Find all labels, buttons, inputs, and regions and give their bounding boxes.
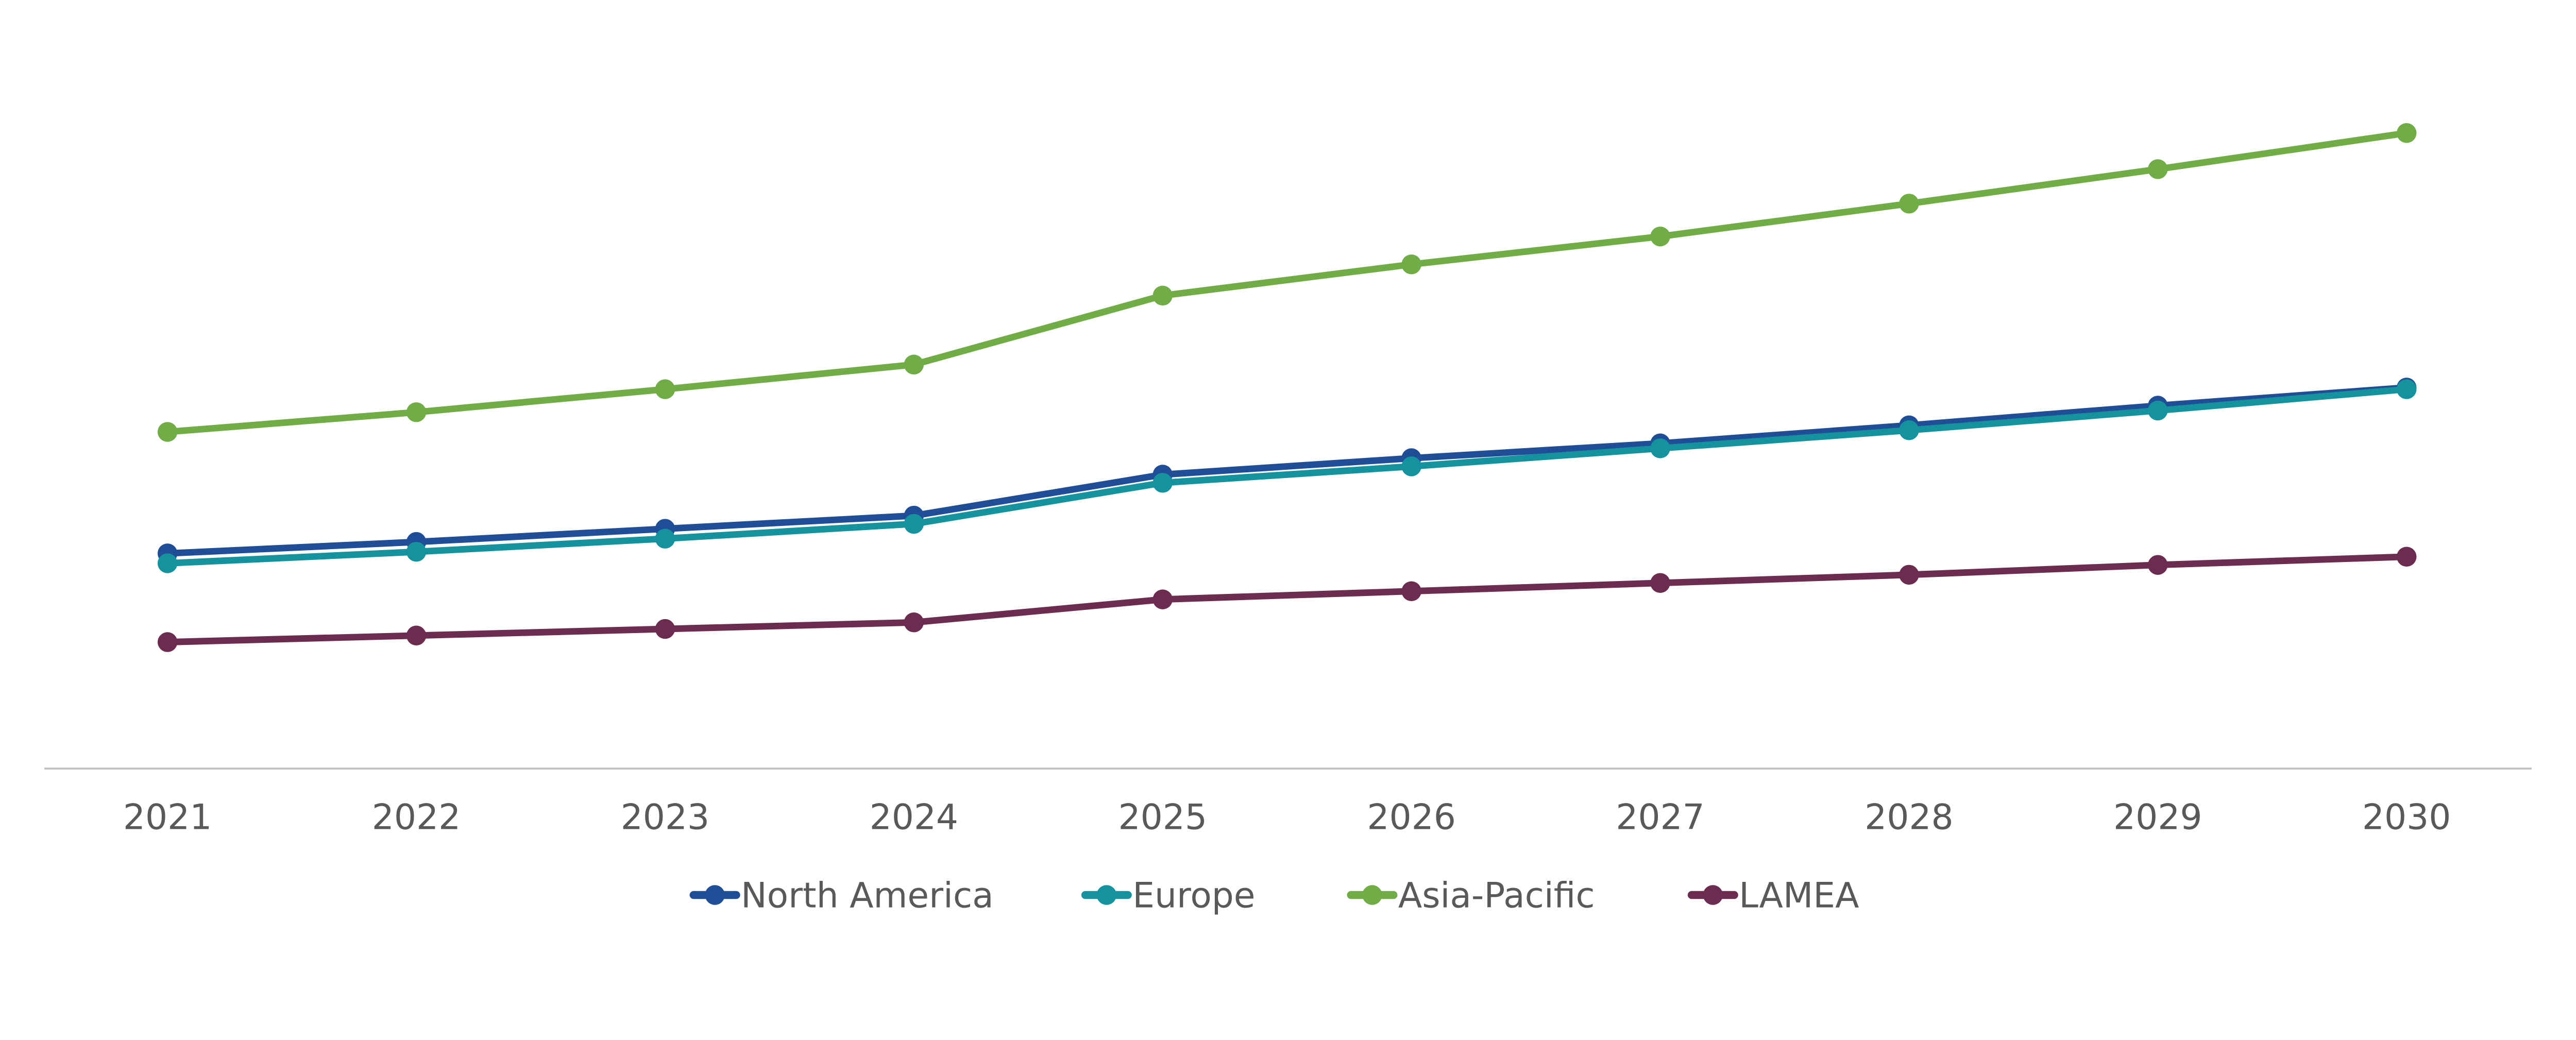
data-point-europe-2028	[1899, 420, 1919, 440]
data-point-asia-pacific-2025	[1153, 285, 1173, 306]
series-line-lamea	[164, 553, 2410, 645]
series-europe	[157, 379, 2417, 573]
data-point-asia-pacific-2022	[406, 402, 427, 422]
data-point-asia-pacific-2026	[1401, 254, 1421, 275]
data-point-lamea-2029	[2148, 555, 2168, 575]
x-tick-label: 2027	[1616, 796, 1704, 837]
legend-dot-marker	[1703, 885, 1723, 905]
legend-dot-marker	[1096, 885, 1117, 905]
data-point-asia-pacific-2029	[2148, 159, 2168, 179]
x-tick-labels: 2021 2022 2023 2024 2025 2026 2027 2028 2029 2030	[123, 796, 2451, 837]
series-line-europe	[164, 386, 2410, 567]
data-point-lamea-2021	[157, 632, 178, 652]
x-tick-label: 2030	[2362, 796, 2451, 837]
x-tick-label: 2025	[1118, 796, 1207, 837]
legend-item-lamea[interactable]: LAMEA	[1687, 875, 1859, 915]
x-tick-label: 2022	[372, 796, 461, 837]
legend-item-europe[interactable]: Europe	[1081, 875, 1256, 915]
x-tick-label: 2023	[621, 796, 709, 837]
data-point-europe-2023	[655, 528, 675, 549]
data-point-lamea-2022	[406, 625, 427, 646]
data-point-asia-pacific-2030	[2396, 123, 2417, 143]
x-tick-label: 2026	[1367, 796, 1455, 837]
data-point-asia-pacific-2024	[904, 354, 924, 374]
legend-label: Asia-Pacific	[1398, 875, 1595, 915]
legend-label: LAMEA	[1739, 875, 1859, 915]
data-point-europe-2025	[1153, 473, 1173, 493]
data-point-asia-pacific-2021	[157, 422, 178, 442]
data-point-lamea-2026	[1401, 581, 1421, 601]
data-point-europe-2030	[2396, 379, 2417, 399]
legend-dot-marker	[705, 885, 725, 905]
data-point-lamea-2027	[1650, 573, 1670, 593]
data-point-europe-2021	[157, 553, 178, 573]
legend-label: Europe	[1132, 875, 1255, 915]
series-asia-pacific	[157, 123, 2417, 442]
legend-item-north-america[interactable]: North America	[689, 875, 994, 915]
data-point-europe-2024	[904, 514, 924, 534]
legend: North America Europe Asia-Pacific LAMEA	[689, 875, 1859, 915]
series-layer	[157, 123, 2417, 652]
x-tick-label: 2024	[870, 796, 958, 837]
x-tick-label: 2029	[2113, 796, 2202, 837]
x-tick-label: 2028	[1865, 796, 1953, 837]
data-point-europe-2027	[1650, 438, 1670, 458]
data-point-lamea-2028	[1899, 565, 1919, 585]
data-point-asia-pacific-2028	[1899, 194, 1919, 214]
series-lamea	[157, 547, 2417, 652]
data-point-lamea-2030	[2396, 547, 2417, 567]
legend-label: North America	[741, 875, 994, 915]
data-point-asia-pacific-2023	[655, 379, 675, 399]
data-point-europe-2029	[2148, 400, 2168, 421]
x-tick-label: 2021	[123, 796, 212, 837]
legend-item-asia-pacific[interactable]: Asia-Pacific	[1347, 875, 1595, 915]
line-chart: 2021 2022 2023 2024 2025 2026 2027 2028 2029 2030…	[44, 123, 2532, 915]
series-line-asia-pacific	[164, 129, 2410, 435]
legend-dot-marker	[1362, 885, 1382, 905]
data-point-lamea-2024	[904, 612, 924, 633]
data-point-lamea-2025	[1153, 589, 1173, 609]
data-point-asia-pacific-2027	[1650, 226, 1670, 247]
data-point-lamea-2023	[655, 619, 675, 639]
data-point-europe-2022	[406, 541, 427, 562]
data-point-europe-2026	[1401, 456, 1421, 476]
series-line-north-america	[164, 384, 2410, 557]
